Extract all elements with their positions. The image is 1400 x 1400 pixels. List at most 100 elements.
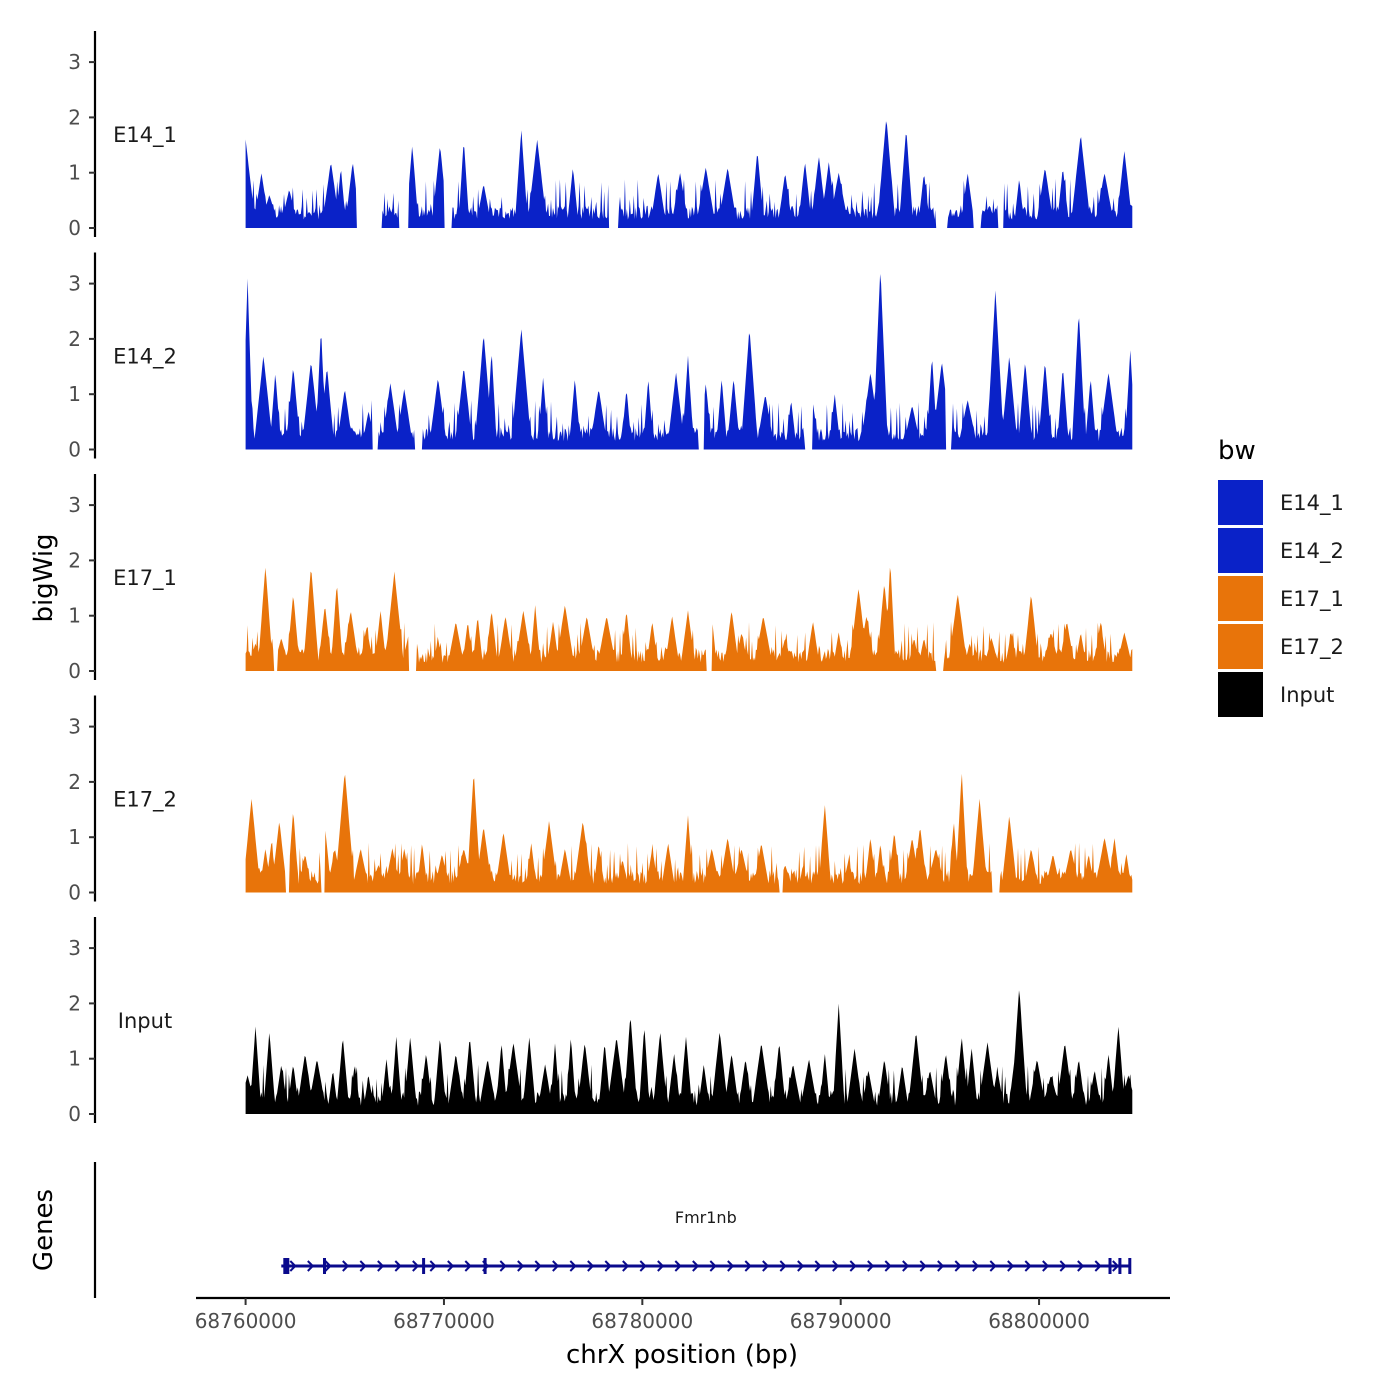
x-axis-title: chrX position (bp) <box>566 1340 798 1370</box>
x-axis: 68760000 68770000 68780000 68790000 68800000 <box>195 1296 1170 1333</box>
genes-axis-title: Genes <box>29 1189 59 1271</box>
legend-label-E14_2: E14_2 <box>1280 539 1344 564</box>
strand-arrow <box>814 1260 822 1272</box>
y-tick-label: 2 <box>68 327 81 351</box>
strand-arrow <box>464 1260 472 1272</box>
y-tick-label: 1 <box>68 1047 81 1071</box>
strand-arrow <box>919 1260 927 1272</box>
strand-arrow <box>604 1260 612 1272</box>
y-tick-label: 0 <box>68 216 81 240</box>
legend-label-E17_2: E17_2 <box>1280 635 1344 660</box>
y-tick-label: 0 <box>68 659 81 683</box>
y-tick-label: 1 <box>68 161 81 185</box>
strand-arrow <box>534 1260 542 1272</box>
legend-label-E14_1: E14_1 <box>1280 491 1344 516</box>
track-E17_1: 0 1 2 3 E17_1 <box>68 474 1133 683</box>
strand-arrow <box>1094 1260 1102 1272</box>
legend-key-E17_1 <box>1218 576 1263 621</box>
y-tick-label: 1 <box>68 382 81 406</box>
strand-arrow <box>1007 1260 1015 1272</box>
strand-arrow <box>587 1260 595 1272</box>
strand-arrow <box>429 1260 437 1272</box>
strand-arrow <box>937 1260 945 1272</box>
strand-arrow <box>1042 1260 1050 1272</box>
x-tick-label: 68780000 <box>591 1309 693 1333</box>
legend-label-Input: Input <box>1280 683 1334 707</box>
y-axis-title: bigWig <box>29 533 59 622</box>
legend-key-E17_2 <box>1218 624 1263 669</box>
x-tick-label: 68770000 <box>393 1309 495 1333</box>
track-E14_2: 0 1 2 3 E14_2 <box>68 252 1133 462</box>
x-tick-label: 68760000 <box>195 1309 297 1333</box>
strand-arrow <box>657 1260 665 1272</box>
y-tick-label: 3 <box>68 936 81 960</box>
y-tick-label: 2 <box>68 991 81 1015</box>
strand-arrow <box>394 1260 402 1272</box>
track-E14_1: 0 1 2 3 E14_1 <box>68 31 1133 240</box>
legend-key-E14_1 <box>1218 480 1263 525</box>
track-label: Input <box>118 1009 172 1033</box>
strand-arrow <box>412 1260 420 1272</box>
strand-arrow <box>639 1260 647 1272</box>
y-tick-label: 3 <box>68 715 81 739</box>
legend: bw E14_1 E14_2 E17_1 E17_2 Input <box>1218 436 1344 717</box>
strand-arrow <box>727 1260 735 1272</box>
strand-arrow <box>499 1260 507 1272</box>
strand-arrow <box>307 1260 315 1272</box>
strand-arrow <box>517 1260 525 1272</box>
strand-arrow <box>832 1260 840 1272</box>
legend-label-E17_1: E17_1 <box>1280 587 1344 612</box>
strand-arrow <box>569 1260 577 1272</box>
strand-arrow <box>692 1260 700 1272</box>
strand-arrow <box>447 1260 455 1272</box>
strand-arrow <box>797 1260 805 1272</box>
y-tick-label: 2 <box>68 548 81 572</box>
signal-area <box>245 121 1133 228</box>
strand-arrow <box>289 1260 297 1272</box>
strand-arrow <box>867 1260 875 1272</box>
track-label: E17_1 <box>113 566 177 591</box>
gene-exon <box>323 1258 326 1274</box>
strand-arrow <box>1024 1260 1032 1272</box>
strand-arrow <box>849 1260 857 1272</box>
x-tick-label: 68800000 <box>988 1309 1090 1333</box>
gene-exon <box>283 1258 290 1274</box>
gene-exon <box>422 1258 426 1274</box>
gene-exon <box>1128 1258 1132 1274</box>
strand-arrow <box>377 1260 385 1272</box>
strand-arrow <box>972 1260 980 1272</box>
strand-arrow <box>762 1260 770 1272</box>
strand-arrow <box>779 1260 787 1272</box>
y-tick-label: 1 <box>68 825 81 849</box>
strand-arrow <box>324 1260 332 1272</box>
strand-arrow <box>1112 1260 1120 1272</box>
y-tick-label: 3 <box>68 50 81 74</box>
strand-arrow <box>359 1260 367 1272</box>
track-Input: 0 1 2 3 Input <box>68 917 1133 1126</box>
strand-arrow <box>552 1260 560 1272</box>
gene-name-label: Fmr1nb <box>675 1208 737 1227</box>
y-tick-label: 3 <box>68 272 81 296</box>
strand-arrow <box>622 1260 630 1272</box>
strand-arrow <box>902 1260 910 1272</box>
bigwig-tracks: 0 1 2 3 E14_1 0 1 2 3 E14_2 0 1 2 3 E17_1 0 1 2 3 E17_2 0 1 2 3… <box>68 31 1133 1126</box>
track-label: E14_2 <box>113 345 177 370</box>
strand-arrow <box>1059 1260 1067 1272</box>
strand-arrow <box>1077 1260 1085 1272</box>
y-tick-label: 2 <box>68 105 81 129</box>
y-tick-label: 0 <box>68 881 81 905</box>
gene-exon <box>1118 1258 1122 1274</box>
y-tick-label: 0 <box>68 1102 81 1126</box>
legend-key-Input <box>1218 672 1263 717</box>
strand-arrow <box>884 1260 892 1272</box>
legend-key-E14_2 <box>1218 528 1263 573</box>
strand-arrow <box>342 1260 350 1272</box>
gene-exon <box>483 1258 487 1274</box>
y-tick-label: 2 <box>68 770 81 794</box>
track-label: E17_2 <box>113 788 177 813</box>
signal-area <box>245 990 1133 1114</box>
strand-arrow <box>989 1260 997 1272</box>
strand-arrow <box>709 1260 717 1272</box>
legend-title: bw <box>1218 436 1256 466</box>
